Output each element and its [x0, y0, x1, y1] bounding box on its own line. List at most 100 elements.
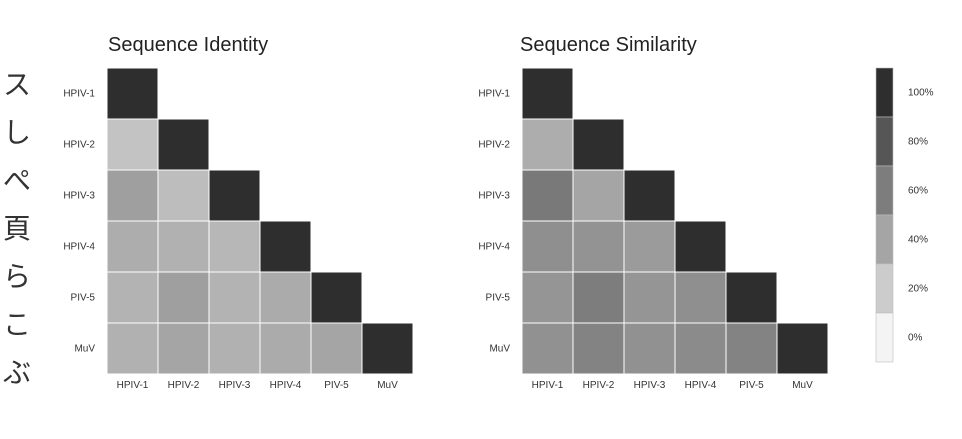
- side-glyph: し: [3, 116, 31, 149]
- similarity-row-label: MuV: [489, 344, 510, 355]
- identity-cell-r3-c2: [208, 220, 261, 273]
- color-scale-bar: [875, 67, 894, 363]
- identity-row-label: HPIV-4: [63, 242, 95, 253]
- similarity-cell-r5-c3: [674, 322, 727, 375]
- similarity-cell-r4-c3: [674, 271, 727, 324]
- color-scale-label: 60%: [908, 186, 928, 197]
- identity-cell-r5-c2: [208, 322, 261, 375]
- similarity-cell-r1-c0: [521, 118, 574, 171]
- identity-cell-r2-c0: [106, 169, 159, 222]
- similarity-col-label: PIV-5: [739, 380, 764, 391]
- identity-row-label: PIV-5: [71, 293, 96, 304]
- side-glyph: ぶ: [3, 356, 31, 389]
- similarity-cell-r1-c1: [572, 118, 625, 171]
- identity-heatmap-cells: [106, 67, 414, 375]
- similarity-row-label: PIV-5: [486, 293, 511, 304]
- similarity-heatmap-cells: [521, 67, 829, 375]
- color-scale-swatch: [875, 214, 894, 265]
- similarity-col-labels: HPIV-1 HPIV-2 HPIV-3 HPIV-4 PIV-5 MuV: [532, 380, 813, 391]
- similarity-cell-r3-c2: [623, 220, 676, 273]
- similarity-cell-r2-c0: [521, 169, 574, 222]
- similarity-cell-r5-c1: [572, 322, 625, 375]
- identity-cell-r0-c0: [106, 67, 159, 120]
- identity-cell-r5-c3: [259, 322, 312, 375]
- similarity-row-label: HPIV-4: [478, 242, 510, 253]
- color-scale-swatch: [875, 312, 894, 363]
- color-scale-swatch: [875, 116, 894, 167]
- identity-cell-r1-c0: [106, 118, 159, 171]
- identity-cell-r4-c0: [106, 271, 159, 324]
- identity-cell-r4-c2: [208, 271, 261, 324]
- similarity-col-label: HPIV-1: [532, 380, 564, 391]
- similarity-cell-r3-c0: [521, 220, 574, 273]
- similarity-col-label: HPIV-2: [583, 380, 615, 391]
- similarity-col-label: MuV: [792, 380, 813, 391]
- color-scale-swatch: [875, 165, 894, 216]
- similarity-row-label: HPIV-1: [478, 89, 510, 100]
- identity-cell-r4-c4: [310, 271, 363, 324]
- similarity-heatmap-panel: Sequence Similarity HPIV-1HPIV-2HPIV-3HP…: [478, 34, 829, 391]
- identity-cell-r5-c4: [310, 322, 363, 375]
- color-scale-label: 100%: [908, 88, 934, 99]
- similarity-cell-r4-c1: [572, 271, 625, 324]
- side-glyph: 頁: [3, 212, 31, 245]
- similarity-row-label: HPIV-2: [478, 140, 510, 151]
- identity-row-label: MuV: [74, 344, 95, 355]
- color-scale-labels: 100% 80% 60% 40% 20% 0%: [908, 88, 934, 344]
- similarity-cell-r3-c1: [572, 220, 625, 273]
- identity-cell-r3-c0: [106, 220, 159, 273]
- side-glyph: こ: [3, 308, 31, 341]
- color-scale-swatch: [875, 67, 894, 118]
- identity-cell-r5-c5: [361, 322, 414, 375]
- side-glyph: ら: [3, 260, 31, 293]
- identity-cell-r2-c2: [208, 169, 261, 222]
- similarity-cell-r5-c2: [623, 322, 676, 375]
- identity-cell-r4-c3: [259, 271, 312, 324]
- identity-col-label: HPIV-1: [117, 380, 149, 391]
- identity-cell-r5-c0: [106, 322, 159, 375]
- similarity-row-labels: HPIV-1 HPIV-2 HPIV-3 HPIV-4 PIV-5 MuV: [478, 89, 510, 355]
- identity-col-label: HPIV-2: [168, 380, 200, 391]
- identity-row-label: HPIV-2: [63, 140, 95, 151]
- similarity-cell-r5-c5: [776, 322, 829, 375]
- identity-col-labels: HPIV-1 HPIV-2 HPIV-3 HPIV-4 PIV-5 MuV: [117, 380, 398, 391]
- similarity-cell-r2-c1: [572, 169, 625, 222]
- identity-row-label: HPIV-1: [63, 89, 95, 100]
- similarity-col-label: HPIV-4: [685, 380, 717, 391]
- color-scale-label: 20%: [908, 284, 928, 295]
- identity-cell-r4-c1: [157, 271, 210, 324]
- identity-row-labels: HPIV-1 HPIV-2 HPIV-3 HPIV-4 PIV-5 MuV: [63, 89, 95, 355]
- similarity-row-label: HPIV-3: [478, 191, 510, 202]
- identity-cell-r3-c3: [259, 220, 312, 273]
- identity-heatmap-title: Sequence Identity: [108, 34, 268, 56]
- identity-col-label: HPIV-3: [219, 380, 251, 391]
- identity-cell-r2-c1: [157, 169, 210, 222]
- identity-col-label: HPIV-4: [270, 380, 302, 391]
- similarity-cell-r0-c0: [521, 67, 574, 120]
- similarity-cell-r5-c4: [725, 322, 778, 375]
- identity-col-label: MuV: [377, 380, 398, 391]
- identity-row-label: HPIV-3: [63, 191, 95, 202]
- identity-cell-r3-c1: [157, 220, 210, 273]
- identity-col-label: PIV-5: [324, 380, 349, 391]
- identity-heatmap-panel: Sequence Identity HPIV-1HPIV-2HPIV-3HPIV…: [63, 34, 414, 391]
- similarity-cell-r4-c0: [521, 271, 574, 324]
- similarity-col-label: HPIV-3: [634, 380, 666, 391]
- color-scale-swatch: [875, 263, 894, 314]
- identity-cell-r1-c1: [157, 118, 210, 171]
- side-glyph: ぺ: [3, 164, 31, 197]
- similarity-cell-r4-c2: [623, 271, 676, 324]
- side-glyph: ス: [3, 68, 31, 101]
- color-scale-label: 40%: [908, 235, 928, 246]
- color-scale-legend: 100% 80% 60% 40% 20% 0%: [875, 67, 934, 363]
- color-scale-label: 0%: [908, 333, 923, 344]
- similarity-cell-r5-c0: [521, 322, 574, 375]
- identity-cell-r5-c1: [157, 322, 210, 375]
- similarity-cell-r3-c3: [674, 220, 727, 273]
- similarity-cell-r4-c4: [725, 271, 778, 324]
- color-scale-label: 80%: [908, 137, 928, 148]
- similarity-heatmap-title: Sequence Similarity: [520, 34, 697, 56]
- similarity-cell-r2-c2: [623, 169, 676, 222]
